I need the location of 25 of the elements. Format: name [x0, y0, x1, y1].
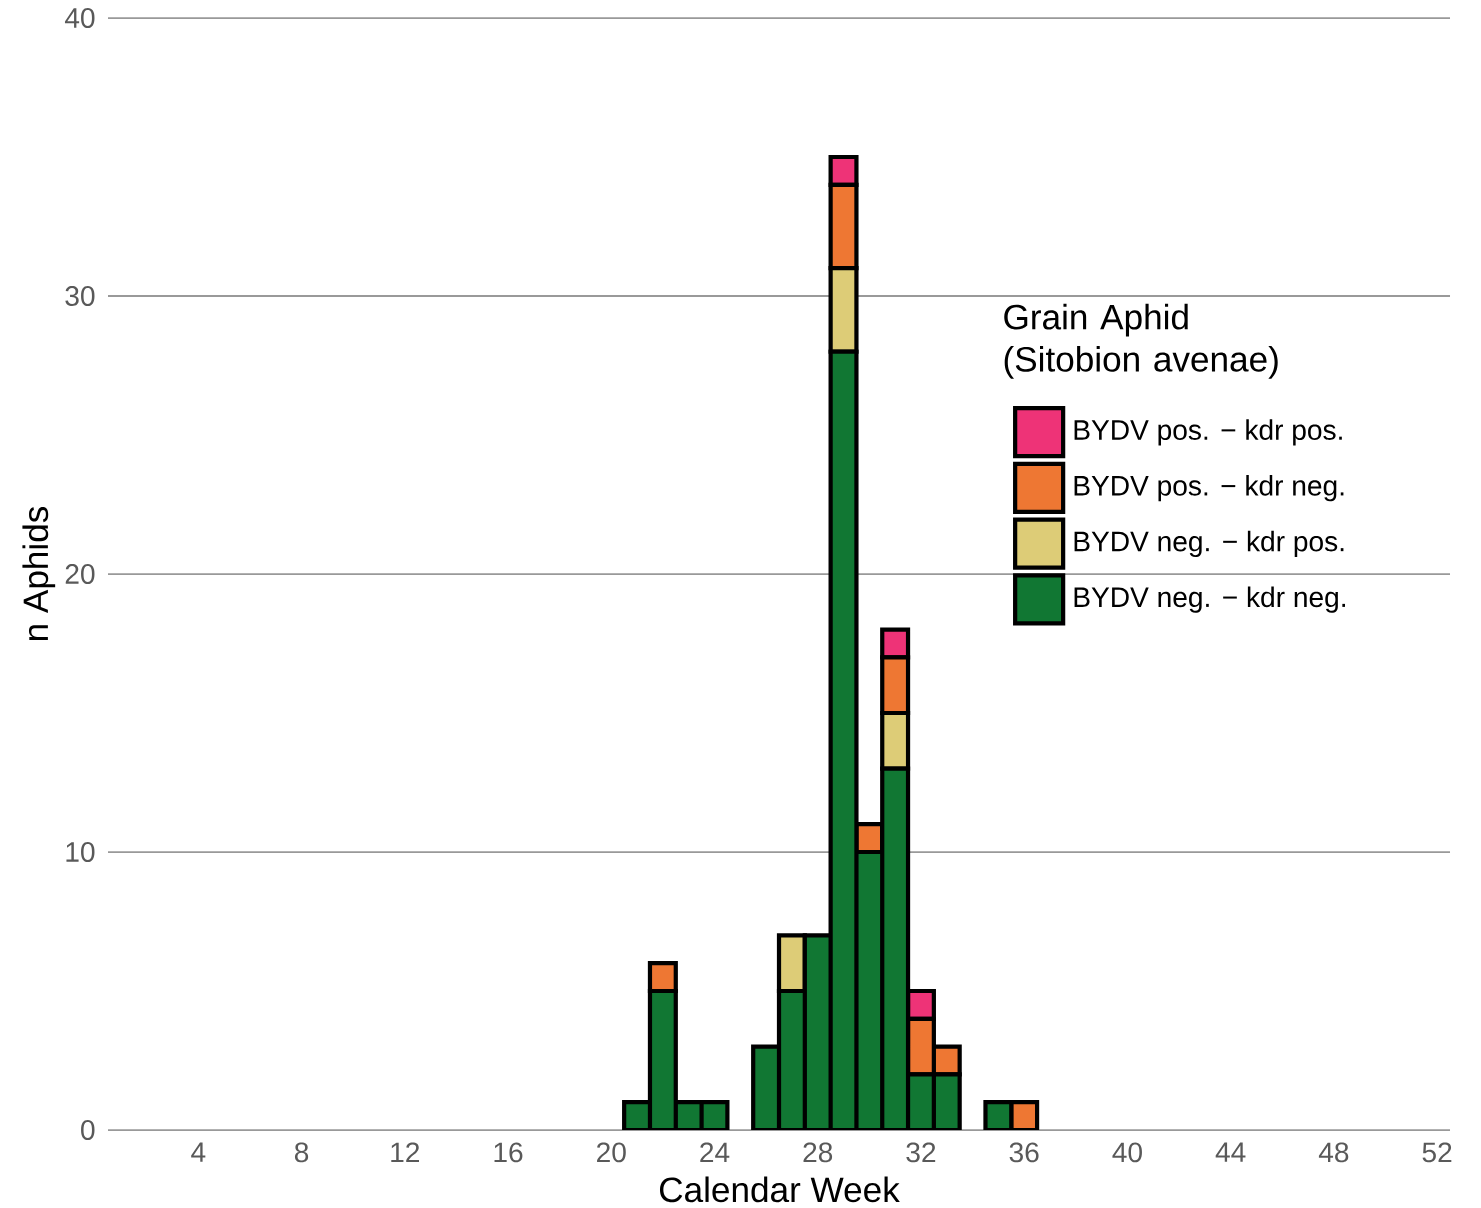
legend-label: BYDV pos. − kdr pos. — [1074, 419, 1342, 446]
y-axis-title: n Aphids — [22, 506, 56, 641]
y-tick-label: 0 — [81, 1120, 95, 1140]
x-tick-label: 48 — [1318, 1142, 1349, 1163]
legend-title: Grain Aphid (Sitobion avenae) — [1004, 303, 1278, 379]
x-tick-label: 12 — [391, 1142, 420, 1163]
x-tick-label: 20 — [597, 1142, 626, 1163]
x-tick-label: 16 — [494, 1142, 523, 1163]
y-tick-label: 10 — [66, 842, 95, 862]
x-tick-label: 40 — [1112, 1142, 1142, 1163]
legend-label: BYDV neg. − kdr pos. — [1074, 530, 1344, 558]
y-tick-label: 40 — [64, 8, 95, 28]
x-tick-label: 32 — [906, 1142, 936, 1163]
x-axis-title: Calendar Week — [659, 1176, 900, 1203]
x-tick-label: 44 — [1215, 1142, 1246, 1162]
legend-label: BYDV neg. − kdr neg. — [1074, 586, 1345, 613]
x-tick-label: 52 — [1422, 1142, 1452, 1163]
x-tick-label: 28 — [803, 1142, 833, 1163]
x-tick-label: 24 — [700, 1142, 730, 1163]
y-tick-label: 20 — [65, 564, 95, 584]
x-tick-label: 4 — [191, 1142, 206, 1162]
legend-label: BYDV pos. − kdr neg. — [1074, 475, 1344, 502]
x-tick-label: 36 — [1009, 1142, 1039, 1163]
y-tick-label: 30 — [65, 286, 95, 306]
x-tick-label: 8 — [294, 1142, 309, 1163]
